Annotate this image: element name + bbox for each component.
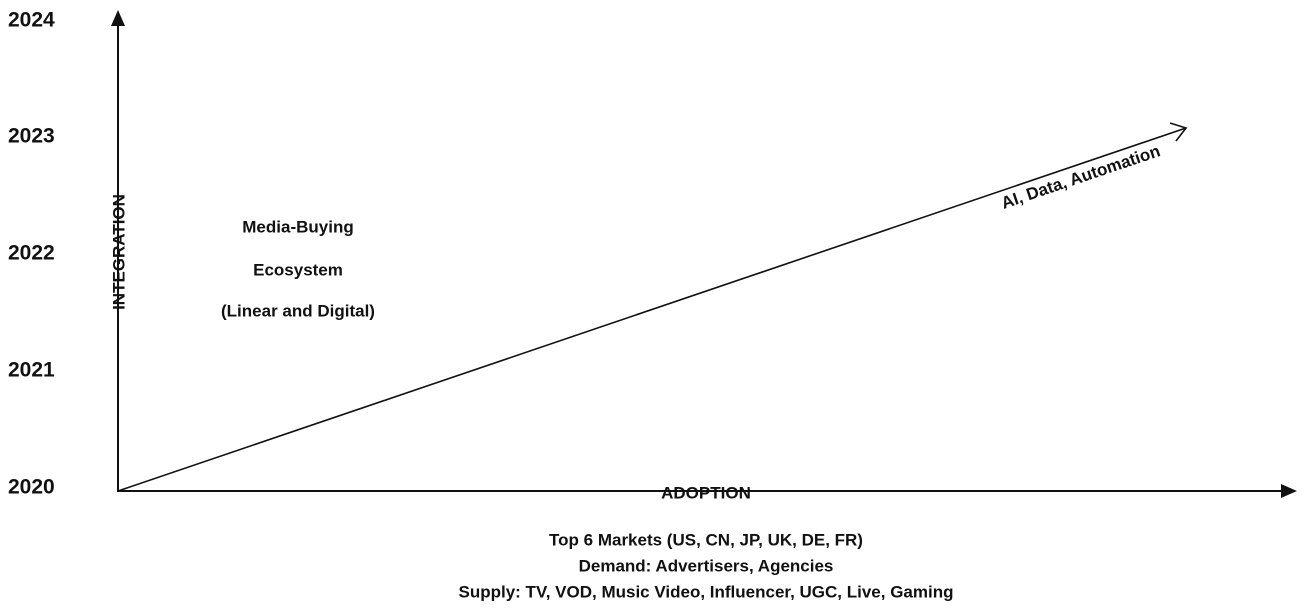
y-label: 2024: [8, 9, 55, 32]
y-axis-title: INTEGRATION: [109, 194, 128, 310]
region-line: Ecosystem: [253, 260, 343, 279]
y-label: 2022: [8, 242, 55, 265]
x-axis-arrow: [1281, 484, 1297, 498]
y-axis-arrow: [111, 10, 125, 26]
trend-line: [117, 127, 1187, 492]
y-label: 2020: [8, 476, 55, 499]
footer-line: Demand: Advertisers, Agencies: [579, 556, 834, 575]
footer-line: Top 6 Markets (US, CN, JP, UK, DE, FR): [549, 530, 863, 549]
x-axis-title: ADOPTION: [661, 483, 751, 502]
trend-arrow: [1169, 122, 1188, 142]
region-line: Media-Buying: [242, 217, 353, 236]
trend-label: AI, Data, Automation: [999, 141, 1163, 212]
region-line: (Linear and Digital): [221, 301, 375, 320]
y-label: 2021: [8, 359, 55, 382]
footer-line: Supply: TV, VOD, Music Video, Influencer…: [459, 582, 954, 601]
y-label: 2023: [8, 125, 55, 148]
